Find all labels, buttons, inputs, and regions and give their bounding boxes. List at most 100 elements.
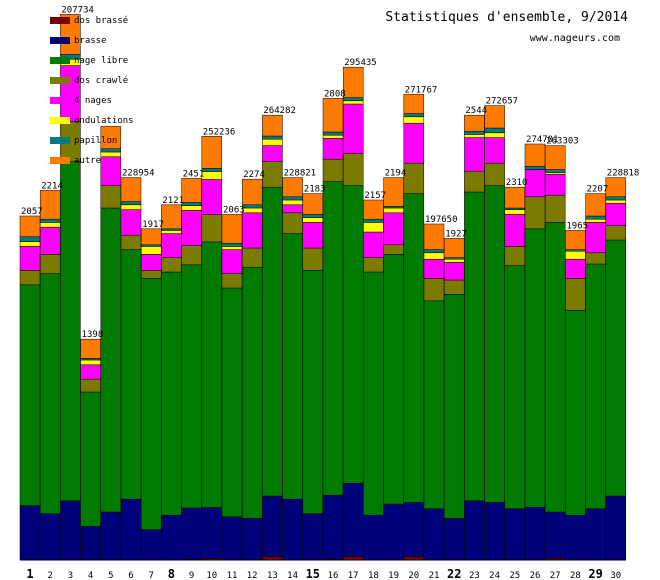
bar-segment-day-8-series-5 (161, 230, 182, 234)
data-label-day-8: 2121 (162, 196, 184, 206)
legend-label-3: dos crawlé (74, 75, 128, 86)
bar-segment-day-14-series-2 (282, 233, 303, 500)
bar-segment-day-21-series-4 (423, 258, 445, 279)
bar-segment-day-6-series-5 (120, 204, 142, 210)
x-tick-16: 16 (328, 571, 339, 580)
bar-segment-day-23-series-7 (464, 114, 485, 132)
bar-segment-day-11-series-2 (221, 287, 243, 518)
bar-segment-day-16-series-7 (322, 98, 344, 133)
bar-segment-day-5-series-6 (100, 148, 122, 153)
x-tick-12: 12 (247, 571, 258, 580)
bar-segment-day-20-series-7 (403, 94, 425, 114)
bar-segment-day-1-series-1 (19, 505, 41, 561)
bar-segment-day-12-series-5 (241, 207, 263, 214)
bar-segment-day-21-series-2 (423, 300, 445, 510)
bar-segment-day-12-series-7 (241, 178, 263, 206)
x-tick-11: 11 (227, 571, 238, 580)
bar-segment-day-30-series-1 (605, 495, 627, 561)
bar-segment-day-2-series-1 (39, 513, 61, 561)
bar-segment-day-2-series-4 (39, 226, 61, 255)
bar-segment-day-19-series-5 (383, 207, 404, 214)
bar-segment-day-5-series-7 (100, 126, 122, 150)
x-tick-27: 27 (550, 571, 561, 580)
bar-segment-day-15-series-2 (302, 270, 324, 514)
bar-segment-day-11-series-4 (221, 249, 243, 274)
bar-segment-day-6-series-3 (120, 234, 142, 250)
bar-segment-day-24-series-2 (484, 185, 505, 503)
data-label-day-22: 1927 (445, 229, 467, 239)
x-tick-15: 15 (306, 567, 320, 580)
legend-swatch-0 (50, 17, 70, 24)
bar-segment-day-16-series-4 (322, 138, 344, 160)
bar-segment-day-29-series-7 (585, 193, 606, 217)
x-tick-4: 4 (88, 571, 93, 580)
bar-segment-day-25-series-3 (504, 246, 526, 266)
bar-segment-day-20-series-5 (403, 116, 425, 124)
bar-segment-day-30-series-7 (605, 177, 627, 198)
bar-segment-day-18-series-7 (363, 199, 384, 220)
legend-label-7: autre (74, 156, 101, 166)
bar-segment-day-15-series-5 (302, 217, 324, 223)
bar-segment-day-24-series-5 (484, 132, 505, 138)
x-tick-30: 30 (610, 571, 621, 580)
bar-segment-day-11-series-5 (221, 246, 243, 250)
data-label-day-19: 2194 (385, 169, 407, 179)
bar-segment-day-19-series-1 (383, 503, 404, 561)
bar-segment-day-26-series-2 (524, 228, 546, 508)
bar-segment-day-2-series-5 (39, 222, 61, 228)
legend-swatch-6 (50, 137, 70, 144)
bar-segment-day-27-series-6 (544, 169, 566, 174)
bar-segment-day-5-series-1 (100, 511, 122, 561)
bar-segment-day-7-series-5 (140, 246, 162, 255)
bar-segment-day-28-series-1 (565, 514, 586, 561)
bar-segment-day-1-series-7 (19, 215, 41, 238)
x-tick-17: 17 (348, 571, 359, 580)
bar-segment-day-6-series-7 (120, 177, 142, 202)
bar-segment-day-5-series-3 (100, 185, 122, 209)
bar-segment-day-5-series-2 (100, 207, 122, 513)
data-label-day-17: 295435 (344, 58, 377, 68)
bar-segment-day-8-series-7 (161, 204, 182, 230)
bar-segment-day-26-series-6 (524, 166, 546, 170)
bar-segment-day-14-series-7 (282, 177, 303, 198)
bar-segment-day-13-series-5 (262, 138, 283, 146)
bar-segment-day-3-series-1 (60, 500, 81, 561)
bar-segment-day-27-series-7 (544, 145, 566, 170)
data-label-day-4: 1398 (82, 330, 104, 340)
bar-segment-day-14-series-3 (282, 212, 303, 234)
data-label-day-25: 2310 (506, 178, 528, 188)
bar-segment-day-7-series-1 (140, 529, 162, 561)
bar-segment-day-1-series-4 (19, 246, 41, 271)
x-tick-1: 1 (26, 567, 33, 580)
bar-segment-day-1-series-2 (19, 284, 41, 506)
data-label-day-18: 2157 (364, 191, 386, 201)
bar-segment-day-8-series-2 (161, 271, 182, 516)
bar-segment-day-18-series-3 (363, 257, 384, 273)
bar-segment-day-11-series-3 (221, 273, 243, 289)
bar-segment-day-26-series-7 (524, 143, 546, 167)
bar-segment-day-4-series-4 (80, 364, 101, 380)
bar-segment-day-20-series-4 (403, 122, 425, 164)
bar-segment-day-1-series-3 (19, 270, 41, 286)
chart-title: Statistiques d'ensemble, 9/2014 (385, 10, 628, 25)
x-tick-23: 23 (469, 571, 480, 580)
bar-segment-day-25-series-7 (504, 186, 526, 209)
x-tick-7: 7 (148, 571, 153, 580)
bar-segment-day-3-series-4 (60, 65, 81, 122)
bar-segment-day-10-series-4 (201, 179, 223, 215)
legend-label-1: brasse (74, 36, 107, 46)
bar-segment-day-13-series-2 (262, 186, 283, 497)
bar-segment-day-9-series-3 (181, 245, 202, 266)
x-tick-29: 29 (588, 567, 602, 580)
bar-segment-day-19-series-4 (383, 212, 404, 246)
bar-segment-day-28-series-7 (565, 230, 586, 250)
bar-segment-day-17-series-5 (342, 100, 364, 105)
data-label-day-29: 2207 (587, 185, 609, 195)
legend-label-2: nage libre (74, 56, 128, 66)
x-tick-8: 8 (168, 567, 175, 580)
legend-label-6: papillon (74, 136, 117, 146)
data-label-day-23: 2544 (465, 106, 487, 116)
data-label-day-26: 274701 (526, 135, 559, 145)
bar-segment-day-12-series-3 (241, 247, 263, 268)
